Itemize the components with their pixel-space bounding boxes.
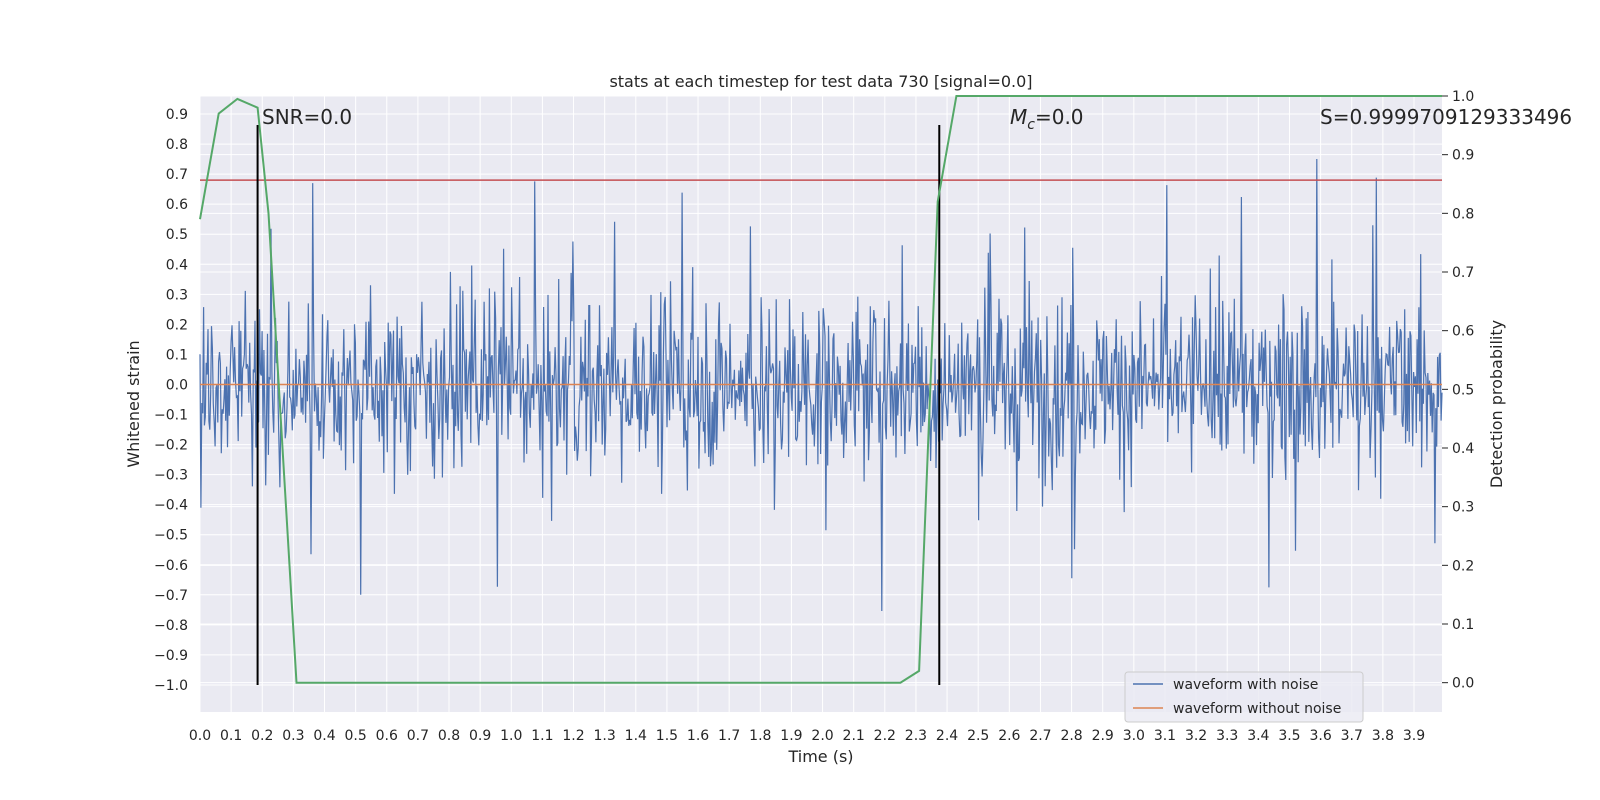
score-annotation: S=0.9999709129333496 <box>1320 105 1572 129</box>
series-lines <box>199 95 1442 685</box>
x-tick-label: 0.3 <box>282 728 304 744</box>
x-tick-label: 3.2 <box>1185 728 1207 744</box>
x-tick-label: 2.9 <box>1092 728 1114 744</box>
snr-annotation: SNR=0.0 <box>262 105 352 129</box>
y-tick-label: −0.1 <box>154 408 188 424</box>
legend: waveform with noise waveform without noi… <box>1124 671 1364 723</box>
x-axis-label: Time (s) <box>787 747 853 766</box>
x-tick-label: 2.1 <box>843 728 865 744</box>
y2-tick-label: 0.2 <box>1452 558 1474 574</box>
y-tick-label: −1.0 <box>154 678 188 694</box>
x-tick-label: 3.9 <box>1403 728 1425 744</box>
y-tick-label: −0.9 <box>154 648 188 664</box>
y-tick-label: 0.0 <box>166 377 188 393</box>
legend-box <box>1124 671 1364 723</box>
y-tick-label: 0.8 <box>166 137 188 153</box>
x-tick-label: 2.6 <box>998 728 1020 744</box>
x-tick-label: 1.6 <box>687 728 709 744</box>
x-tick-label: 3.4 <box>1247 728 1269 744</box>
x-tick-label: 0.2 <box>251 728 273 744</box>
y2-tick-label: 0.1 <box>1452 617 1474 633</box>
x-tick-label: 2.4 <box>936 728 958 744</box>
chart-title: stats at each timestep for test data 730… <box>609 72 1032 91</box>
y-tick-label: 0.9 <box>166 107 188 123</box>
noise-waveform <box>199 158 1443 612</box>
y2-tick-label: 0.4 <box>1452 441 1474 457</box>
y-axis-label: Whitened strain <box>124 340 143 467</box>
y-tick-label: −0.2 <box>154 438 188 454</box>
x-tick-label: 1.5 <box>656 728 678 744</box>
x-tick-label: 2.5 <box>967 728 989 744</box>
y2-tick-label: 0.3 <box>1452 500 1474 516</box>
x-tick-label: 1.1 <box>531 728 553 744</box>
y2-tick-labels: 1.0 0.9 0.8 0.7 0.6 0.5 0.4 0.3 0.2 0.1 0.0 <box>1442 89 1474 692</box>
y-tick-labels: 0.9 0.8 0.7 0.6 0.5 0.4 0.3 0.2 0.1 0.0 −0.1 −0.2 −0… <box>154 107 188 694</box>
chirp-mass-value: =0.0 <box>1035 105 1084 129</box>
x-tick-label: 0.8 <box>438 728 460 744</box>
x-tick-label: 3.1 <box>1154 728 1176 744</box>
x-tick-label: 3.5 <box>1278 728 1300 744</box>
y-tick-label: 0.7 <box>166 167 188 183</box>
x-tick-label: 0.6 <box>376 728 398 744</box>
y2-tick-label: 0.5 <box>1452 382 1474 398</box>
x-tick-label: 0.7 <box>407 728 429 744</box>
legend-label-clean: waveform without noise <box>1173 701 1341 717</box>
y-tick-label: 0.4 <box>166 257 188 273</box>
x-tick-label: 2.0 <box>811 728 833 744</box>
x-tick-label: 3.3 <box>1216 728 1238 744</box>
y2-tick-label: 1.0 <box>1452 89 1474 105</box>
x-tick-label: 1.0 <box>500 728 522 744</box>
x-tick-labels: 0.0 0.1 0.2 0.3 0.4 0.5 0.6 0.7 0.8 0.9 1.0 1.1 1.2 1… <box>189 728 1425 744</box>
chirp-mass-annotation: Mc=0.0 <box>1010 105 1084 133</box>
chirp-mass-symbol: M <box>1010 105 1027 129</box>
x-tick-label: 0.9 <box>469 728 491 744</box>
y-tick-label: −0.3 <box>154 468 188 484</box>
x-tick-label: 1.4 <box>625 728 647 744</box>
y2-tick-label: 0.6 <box>1452 324 1474 340</box>
x-tick-label: 2.8 <box>1060 728 1082 744</box>
y2-tick-label: 0.7 <box>1452 265 1474 281</box>
y2-tick-label: 0.0 <box>1452 676 1474 692</box>
x-tick-label: 3.7 <box>1341 728 1363 744</box>
x-tick-label: 0.4 <box>313 728 335 744</box>
detection-probability-line <box>199 95 1442 684</box>
legend-label-noise: waveform with noise <box>1173 677 1318 693</box>
x-tick-label: 0.1 <box>220 728 242 744</box>
y-tick-label: 0.5 <box>166 227 188 243</box>
x-tick-label: 3.0 <box>1123 728 1145 744</box>
x-tick-label: 3.8 <box>1372 728 1394 744</box>
y2-tick-label: 0.9 <box>1452 148 1474 164</box>
x-tick-label: 0.5 <box>345 728 367 744</box>
y-tick-label: 0.6 <box>166 197 188 213</box>
y-tick-label: −0.7 <box>154 588 188 604</box>
x-tick-label: 1.2 <box>562 728 584 744</box>
x-tick-label: 0.0 <box>189 728 211 744</box>
y-tick-label: 0.2 <box>166 317 188 333</box>
y-tick-label: −0.4 <box>154 498 188 514</box>
y-tick-label: 0.3 <box>166 287 188 303</box>
x-tick-label: 1.7 <box>718 728 740 744</box>
noisy-waveform-line <box>199 158 1443 612</box>
x-tick-label: 3.6 <box>1309 728 1331 744</box>
y-tick-label: −0.5 <box>154 528 188 544</box>
y-tick-label: −0.6 <box>154 558 188 574</box>
y2-tick-label: 0.8 <box>1452 206 1474 222</box>
chirp-mass-subscript: c <box>1027 117 1035 133</box>
y-tick-label: 0.1 <box>166 347 188 363</box>
y-tick-label: −0.8 <box>154 618 188 634</box>
y2-axis-label: Detection probability <box>1487 320 1506 488</box>
x-tick-label: 1.8 <box>749 728 771 744</box>
x-tick-label: 2.7 <box>1029 728 1051 744</box>
x-tick-label: 1.9 <box>780 728 802 744</box>
x-tick-label: 2.2 <box>874 728 896 744</box>
x-tick-label: 1.3 <box>594 728 616 744</box>
x-tick-label: 2.3 <box>905 728 927 744</box>
